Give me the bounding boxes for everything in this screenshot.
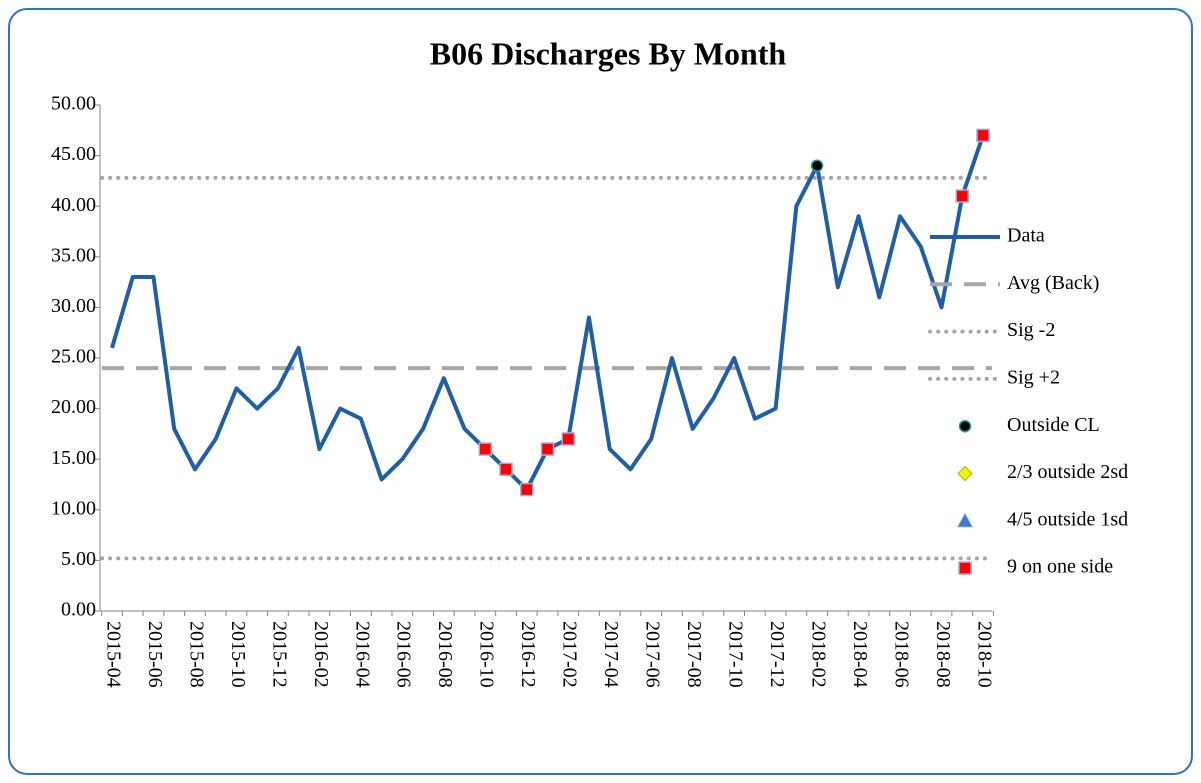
- y-tick-label: 25.00: [51, 346, 96, 368]
- x-tick-label: 2016-04: [351, 621, 373, 688]
- y-tick-label: 40.00: [51, 194, 96, 216]
- x-tick-label: 2018-04: [849, 621, 871, 688]
- y-tick-label: 50.00: [51, 93, 96, 115]
- legend-swatch: [958, 561, 972, 575]
- data-point: [810, 159, 824, 172]
- x-tick-label: 2018-06: [890, 621, 912, 688]
- x-tick-label: 2017-06: [642, 621, 664, 688]
- legend-label: Sig -2: [1007, 319, 1055, 341]
- y-tick-label: 20.00: [51, 396, 96, 418]
- x-tick-label: 2015-12: [268, 621, 290, 688]
- chart-title: B06 Discharges By Month: [430, 35, 787, 71]
- x-tick-label: 2016-02: [310, 621, 332, 688]
- x-tick-label: 2017-08: [683, 621, 705, 688]
- data-point: [540, 442, 555, 456]
- x-tick-label: 2017-12: [766, 621, 788, 688]
- x-tick-label: 2015-06: [144, 621, 166, 688]
- x-tick-label: 2016-10: [476, 621, 498, 688]
- legend-label: Data: [1007, 225, 1045, 247]
- data-point: [561, 432, 575, 446]
- x-tick-label: 2016-08: [434, 621, 456, 688]
- legend-swatch: [957, 465, 973, 482]
- legend-label: 4/5 outside 1sd: [1007, 508, 1128, 530]
- data-point: [478, 442, 493, 456]
- x-tick-label: 2016-06: [393, 621, 415, 688]
- x-tick-label: 2017-10: [725, 621, 747, 688]
- x-tick-label: 2017-04: [600, 621, 622, 688]
- x-tick-label: 2016-12: [517, 621, 539, 688]
- data-point: [955, 189, 970, 203]
- legend-label: Outside CL: [1007, 414, 1100, 436]
- x-tick-label: 2015-04: [102, 621, 124, 688]
- legend-swatch: [957, 512, 973, 528]
- y-tick-label: 15.00: [51, 447, 96, 469]
- x-tick-label: 2018-08: [932, 621, 954, 688]
- y-tick-label: 5.00: [61, 548, 96, 570]
- x-tick-label: 2018-02: [808, 621, 830, 688]
- legend-label: Avg (Back): [1007, 272, 1099, 294]
- y-tick-label: 0.00: [61, 599, 96, 621]
- x-tick-label: 2015-10: [227, 621, 249, 688]
- data-point: [520, 482, 534, 497]
- y-tick-label: 30.00: [51, 295, 96, 317]
- data-point: [976, 128, 990, 143]
- data-point: [499, 462, 513, 477]
- y-tick-label: 10.00: [51, 497, 96, 519]
- legend-label: 2/3 outside 2sd: [1007, 461, 1128, 483]
- x-tick-label: 2018-10: [973, 621, 995, 688]
- y-tick-label: 35.00: [51, 244, 96, 266]
- legend-label: 9 on one side: [1007, 556, 1113, 578]
- legend-swatch: [958, 419, 972, 433]
- y-tick-label: 45.00: [51, 143, 96, 165]
- x-tick-label: 2015-08: [185, 621, 207, 688]
- x-tick-label: 2017-02: [559, 621, 581, 688]
- legend-label: Sig +2: [1007, 366, 1060, 388]
